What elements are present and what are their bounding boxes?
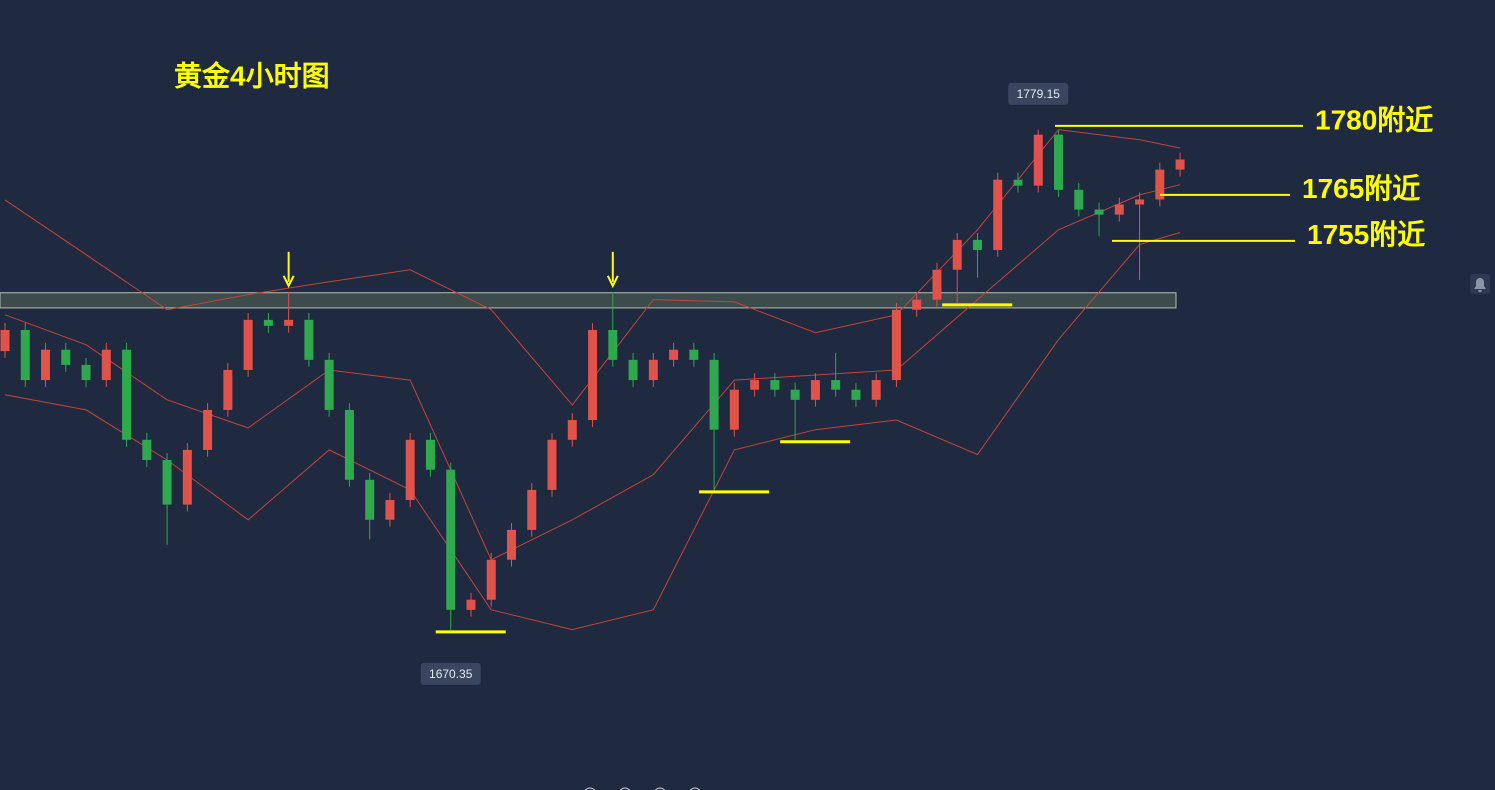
candle-body: [669, 349, 679, 360]
candle-body: [891, 309, 901, 381]
candle-body: [972, 239, 982, 251]
alert-icon[interactable]: [1470, 274, 1490, 294]
candle-body: [344, 409, 354, 480]
arrow-head: [282, 275, 295, 289]
candle-body: [385, 500, 395, 520]
candle-body: [932, 269, 942, 300]
level-label: 1780附近: [1315, 104, 1433, 135]
candle-body: [486, 559, 496, 600]
candle-body: [284, 319, 294, 326]
candle-body: [1013, 179, 1023, 186]
candle-body: [871, 380, 881, 400]
candle-body: [162, 460, 172, 505]
resistance-zone: [0, 292, 1177, 309]
dot[interactable]: [584, 787, 596, 790]
candle-body: [810, 380, 820, 400]
candle-body: [851, 389, 861, 400]
candle-body: [182, 449, 192, 505]
candle-body: [304, 319, 314, 360]
candle-body: [831, 380, 841, 390]
dot[interactable]: [654, 787, 666, 790]
candle-body: [41, 349, 51, 381]
candle-body: [628, 359, 638, 381]
candle-body: [101, 349, 111, 381]
candle-body: [81, 364, 91, 381]
price-tag: 1779.15: [1017, 87, 1061, 101]
candle-body: [1155, 169, 1165, 200]
candle-body: [1033, 134, 1043, 186]
candle-body: [547, 439, 557, 490]
candle-body: [507, 529, 516, 560]
pager-dots: [584, 787, 701, 790]
level-label: 1755附近: [1307, 219, 1425, 250]
candle-body: [425, 439, 435, 470]
level-label: 1765附近: [1302, 173, 1420, 204]
candle-body: [263, 319, 273, 326]
bollinger-lower: [4, 232, 1181, 631]
candle-body: [203, 409, 213, 450]
candle-body: [912, 299, 922, 310]
candle-body: [527, 489, 537, 530]
candle-body: [567, 420, 577, 440]
candle-body: [1135, 199, 1145, 205]
candle-body: [993, 179, 1003, 251]
candle-body: [1074, 189, 1084, 210]
candle-body: [243, 319, 253, 370]
price-tag: 1670.35: [429, 667, 473, 681]
candle-body: [223, 369, 233, 410]
candle-body: [405, 439, 415, 501]
candle-body: [689, 349, 699, 360]
candle-body: [1175, 159, 1185, 170]
candle-body: [0, 329, 10, 352]
candle-body: [790, 389, 800, 400]
candle-body: [709, 359, 719, 430]
candle-body: [122, 349, 132, 440]
price-tag-box: [1008, 82, 1069, 105]
candle-body: [365, 479, 375, 520]
dot[interactable]: [689, 787, 701, 790]
arrow-head: [606, 275, 619, 289]
candle-body: [20, 329, 30, 381]
price-tag-box: [420, 662, 481, 685]
candle-body: [1114, 204, 1124, 215]
candle-body: [466, 599, 476, 610]
candle-body: [770, 380, 780, 390]
candle-body: [1054, 134, 1064, 190]
candle-body: [729, 389, 739, 430]
candle-body: [750, 380, 760, 390]
candle-body: [142, 439, 152, 461]
candle-body: [1094, 209, 1104, 215]
candle-body: [324, 359, 334, 410]
bell: [1474, 278, 1486, 292]
candle-body: [446, 469, 456, 610]
candle-body: [648, 359, 658, 381]
candle-body: [588, 329, 598, 421]
dot[interactable]: [619, 787, 631, 790]
candle-body: [608, 329, 618, 360]
chart-title: 黄金4小时图: [174, 59, 330, 91]
candle-body: [61, 349, 71, 365]
candle-body: [952, 239, 962, 270]
